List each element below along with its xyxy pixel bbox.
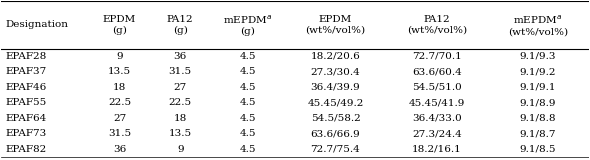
- Text: EPAF73: EPAF73: [6, 129, 47, 138]
- Text: 72.7/70.1: 72.7/70.1: [412, 52, 461, 61]
- Text: 72.7/75.4: 72.7/75.4: [310, 145, 360, 154]
- Text: 22.5: 22.5: [169, 98, 192, 107]
- Text: 13.5: 13.5: [108, 67, 131, 76]
- Text: EPAF55: EPAF55: [6, 98, 47, 107]
- Text: PA12
(g): PA12 (g): [167, 15, 194, 35]
- Text: 18: 18: [173, 114, 187, 123]
- Text: EPAF28: EPAF28: [6, 52, 47, 61]
- Text: 63.6/66.9: 63.6/66.9: [310, 129, 360, 138]
- Text: EPAF64: EPAF64: [6, 114, 47, 123]
- Text: 4.5: 4.5: [240, 129, 256, 138]
- Text: 45.45/41.9: 45.45/41.9: [408, 98, 465, 107]
- Text: 9.1/8.8: 9.1/8.8: [520, 114, 556, 123]
- Text: EPDM
(wt%/vol%): EPDM (wt%/vol%): [306, 15, 366, 35]
- Text: mEPDM$^a$
(wt%/vol%): mEPDM$^a$ (wt%/vol%): [508, 14, 568, 36]
- Text: 27: 27: [173, 83, 187, 92]
- Text: 9.1/9.3: 9.1/9.3: [520, 52, 556, 61]
- Text: EPAF46: EPAF46: [6, 83, 47, 92]
- Text: mEPDM$^a$
(g): mEPDM$^a$ (g): [223, 13, 273, 36]
- Text: PA12
(wt%/vol%): PA12 (wt%/vol%): [407, 15, 467, 35]
- Text: 27.3/24.4: 27.3/24.4: [412, 129, 461, 138]
- Text: 9.1/8.7: 9.1/8.7: [520, 129, 556, 138]
- Text: 45.45/49.2: 45.45/49.2: [307, 98, 363, 107]
- Text: 27: 27: [113, 114, 126, 123]
- Text: 4.5: 4.5: [240, 98, 256, 107]
- Text: EPAF37: EPAF37: [6, 67, 47, 76]
- Text: Designation: Designation: [6, 20, 69, 29]
- Text: 4.5: 4.5: [240, 114, 256, 123]
- Text: 9.1/8.9: 9.1/8.9: [520, 98, 556, 107]
- Text: 18.2/16.1: 18.2/16.1: [412, 145, 461, 154]
- Text: 9: 9: [116, 52, 123, 61]
- Text: 9.1/8.5: 9.1/8.5: [520, 145, 556, 154]
- Text: 4.5: 4.5: [240, 145, 256, 154]
- Text: 63.6/60.4: 63.6/60.4: [412, 67, 461, 76]
- Text: 18.2/20.6: 18.2/20.6: [310, 52, 360, 61]
- Text: 36.4/33.0: 36.4/33.0: [412, 114, 461, 123]
- Text: 22.5: 22.5: [108, 98, 131, 107]
- Text: 4.5: 4.5: [240, 52, 256, 61]
- Text: 36: 36: [113, 145, 126, 154]
- Text: 4.5: 4.5: [240, 83, 256, 92]
- Text: 9: 9: [177, 145, 183, 154]
- Text: 36: 36: [173, 52, 187, 61]
- Text: 9.1/9.1: 9.1/9.1: [520, 83, 556, 92]
- Text: EPAF82: EPAF82: [6, 145, 47, 154]
- Text: 54.5/51.0: 54.5/51.0: [412, 83, 461, 92]
- Text: 54.5/58.2: 54.5/58.2: [310, 114, 360, 123]
- Text: 31.5: 31.5: [108, 129, 131, 138]
- Text: 27.3/30.4: 27.3/30.4: [310, 67, 360, 76]
- Text: EPDM
(g): EPDM (g): [103, 15, 136, 35]
- Text: 4.5: 4.5: [240, 67, 256, 76]
- Text: 13.5: 13.5: [169, 129, 192, 138]
- Text: 31.5: 31.5: [169, 67, 192, 76]
- Text: 9.1/9.2: 9.1/9.2: [520, 67, 556, 76]
- Text: 18: 18: [113, 83, 126, 92]
- Text: 36.4/39.9: 36.4/39.9: [310, 83, 360, 92]
